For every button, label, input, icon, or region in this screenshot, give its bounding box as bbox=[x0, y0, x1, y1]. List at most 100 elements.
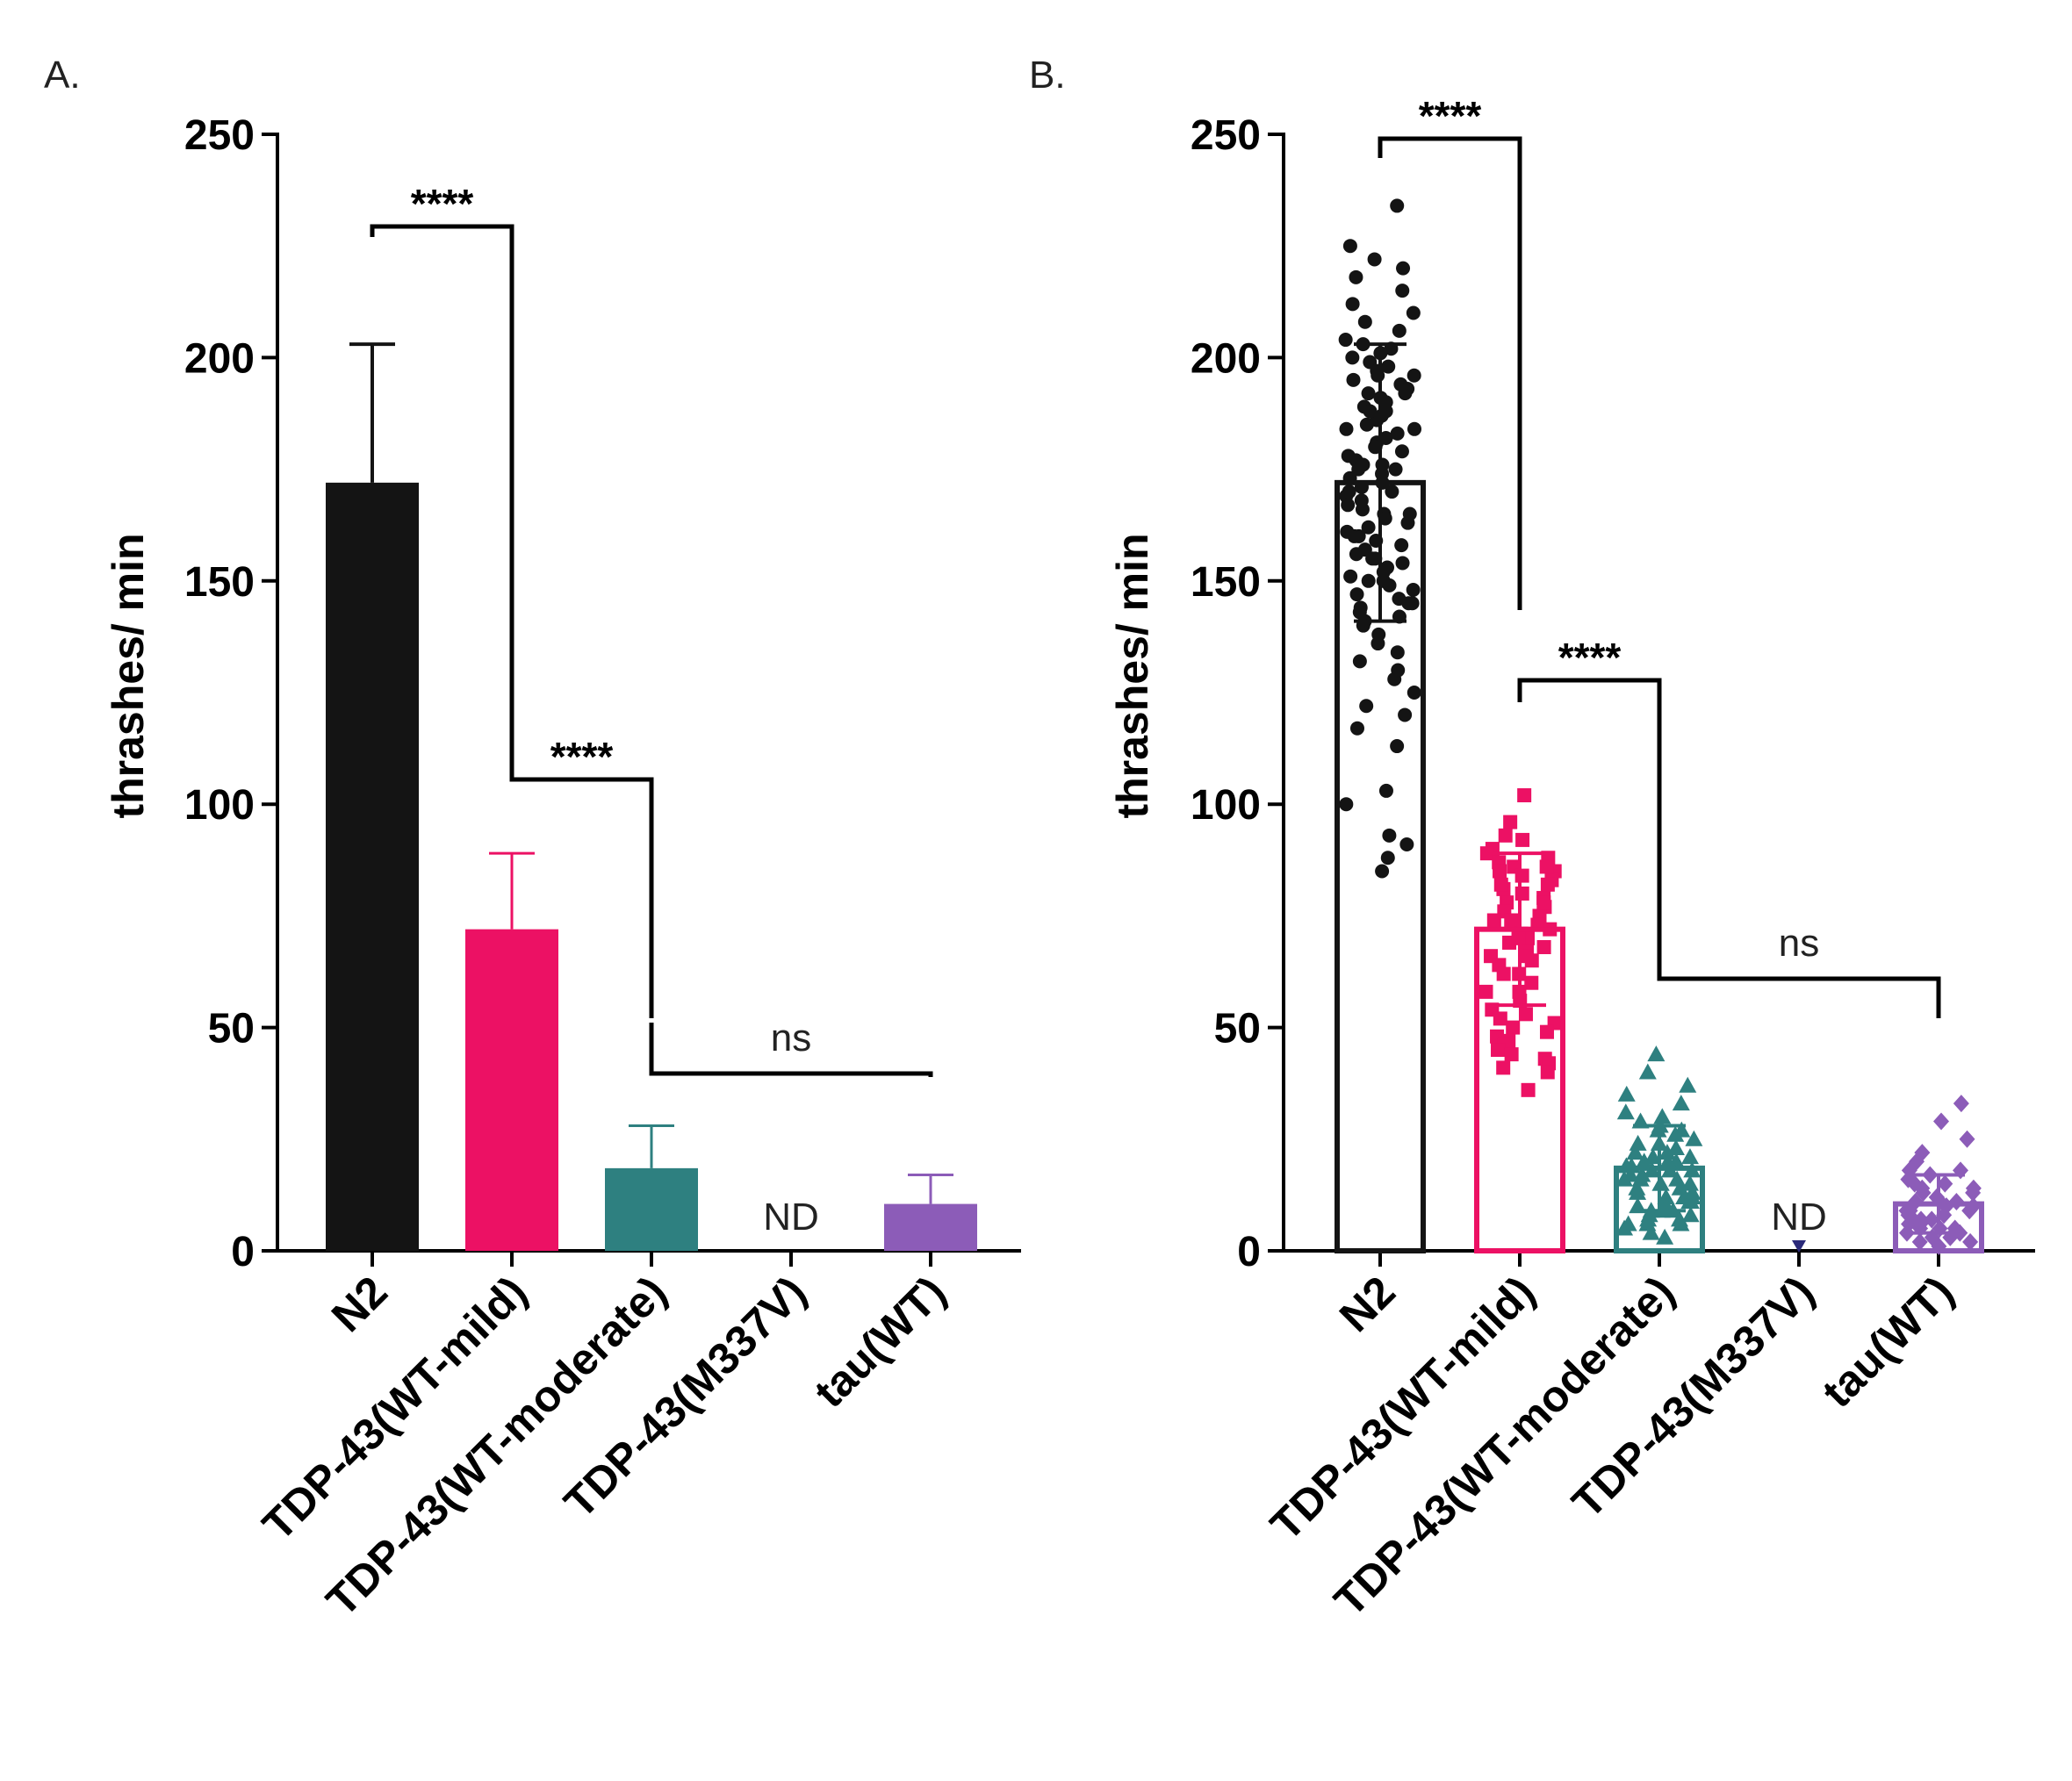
panel-b-data-point bbox=[1680, 1174, 1699, 1191]
panel-b-significance-bracket bbox=[1657, 926, 1941, 1018]
panel-b-data-point bbox=[1363, 404, 1378, 419]
panel-b-significance-bracket bbox=[1378, 136, 1522, 610]
panel-b-data-point bbox=[1656, 1228, 1674, 1245]
panel-a-significance-bracket bbox=[649, 1023, 933, 1077]
panel-b-data-point bbox=[1931, 1237, 1947, 1255]
panel-b-data-point bbox=[1359, 699, 1374, 714]
panel-b-data-point bbox=[1514, 886, 1529, 901]
panel-b-data-point bbox=[1644, 1148, 1662, 1165]
panel-b-significance-label: ns bbox=[1779, 922, 1819, 965]
panel-b-significance-bracket bbox=[1517, 678, 1662, 926]
panel-b-category-label: TDP-43(M337V) bbox=[1563, 1267, 1824, 1527]
panel-b-data-point bbox=[1388, 462, 1403, 477]
panel-b-data-point bbox=[1486, 913, 1501, 928]
panel-b-data-point bbox=[1407, 421, 1422, 436]
panel-b-data-point bbox=[1961, 1202, 1978, 1220]
panel-a-y-axis-title: thrashes/ min bbox=[104, 533, 153, 818]
panel-b-data-point bbox=[1381, 359, 1396, 374]
panel-a-category-label: TDP-43(WT-mild) bbox=[253, 1267, 536, 1549]
panel-b-marks: ND bbox=[1335, 198, 1984, 1255]
panel-b-data-point bbox=[1657, 1188, 1675, 1204]
panel-b-data-point bbox=[1666, 1138, 1685, 1155]
panel-b-data-point bbox=[1680, 1148, 1699, 1165]
panel-b-data-point bbox=[1683, 1188, 1701, 1204]
panel-b-data-point bbox=[1349, 269, 1363, 284]
panel-b-data-point bbox=[1616, 1103, 1635, 1120]
panel-a-y-tick-label: 200 bbox=[184, 335, 255, 382]
panel-b-data-point bbox=[1371, 368, 1385, 383]
panel-b-data-point bbox=[1338, 333, 1353, 348]
panel-b-data-point bbox=[1396, 261, 1411, 276]
panel-b-data-point bbox=[1395, 284, 1410, 298]
panel-b-data-point bbox=[1962, 1232, 1979, 1251]
panel-b-data-point bbox=[1398, 386, 1413, 401]
panel-b-data-point bbox=[1506, 1020, 1521, 1035]
panel-b-data-point bbox=[1345, 297, 1360, 312]
panel-a-bar bbox=[884, 1203, 977, 1251]
panel-b-data-point bbox=[1965, 1179, 1982, 1197]
panel-a-axes: 0 50 100 150 200 250 bbox=[184, 112, 1021, 1275]
panel-b-data-point bbox=[1540, 1065, 1555, 1080]
panel-b-data-point bbox=[1387, 671, 1402, 686]
panel-b-data-point bbox=[1615, 1170, 1634, 1187]
panel-a-significance: **** **** ns bbox=[370, 181, 933, 1077]
panel-b-data-point bbox=[1392, 323, 1407, 338]
panel-b-data-point bbox=[1679, 1076, 1697, 1093]
panel-b-data-point bbox=[1399, 837, 1414, 851]
panel-b-data-point bbox=[1658, 1144, 1676, 1160]
panel-b-significance: **** **** ns bbox=[1378, 93, 1941, 1018]
panel-b-data-point bbox=[1629, 1134, 1647, 1151]
panel-a-bar bbox=[605, 1167, 698, 1251]
panel-b-data-point bbox=[1361, 573, 1376, 588]
panel-a-significance-label: **** bbox=[411, 181, 474, 226]
panel-b-nd-label: ND bbox=[1771, 1196, 1827, 1239]
panel-b-data-point bbox=[1685, 1130, 1703, 1146]
panel-b-data-point bbox=[1406, 305, 1421, 320]
panel-b-data-point bbox=[1638, 1063, 1657, 1080]
panel-b-data-point bbox=[1375, 864, 1390, 879]
panel-b-data-point bbox=[1503, 815, 1518, 829]
panel-b-data-point bbox=[1380, 851, 1395, 865]
panel-a-category-labels: N2TDP-43(WT-mild)TDP-43(WT-moderate)TDP-… bbox=[253, 1267, 954, 1626]
panel-b-data-point bbox=[1359, 417, 1374, 432]
panel-b-data-point bbox=[1913, 1210, 1930, 1229]
panel-b-data-point bbox=[1933, 1112, 1950, 1131]
panel-b-data-point bbox=[1371, 636, 1385, 651]
panel-b-data-point bbox=[1635, 1153, 1653, 1169]
panel-b-data-point bbox=[1398, 707, 1413, 722]
panel-b-category-label: tau(WT) bbox=[1813, 1267, 1963, 1417]
panel-a-category-label: TDP-43(M337V) bbox=[555, 1267, 816, 1527]
panel-a-y-tick-label: 0 bbox=[231, 1229, 255, 1275]
panel-b-category-labels: N2TDP-43(WT-mild)TDP-43(WT-moderate)TDP-… bbox=[1261, 1267, 1962, 1626]
panel-b-data-point bbox=[1539, 1024, 1554, 1039]
panel-b-data-point bbox=[1619, 1215, 1637, 1232]
panel-b-data-point bbox=[1407, 686, 1421, 700]
panel-a-marks: ND bbox=[326, 342, 977, 1251]
panel-b-data-point bbox=[1382, 828, 1397, 843]
panel-b-y-tick-label: 0 bbox=[1237, 1229, 1261, 1275]
panel-b-significance-label: **** bbox=[1419, 93, 1482, 139]
panel-b-data-point bbox=[1357, 314, 1372, 329]
panel-b-data-point bbox=[1959, 1130, 1975, 1148]
panel-a-y-tick-label: 150 bbox=[184, 559, 255, 606]
panel-b-data-point bbox=[1349, 721, 1364, 736]
panel-b-y-tick-label: 200 bbox=[1191, 335, 1261, 382]
panel-b-data-point bbox=[1390, 645, 1405, 660]
panel-b-data-point bbox=[1504, 913, 1519, 928]
panel-b-data-point bbox=[1491, 1043, 1506, 1058]
panel-a-label: A. bbox=[44, 54, 81, 97]
panel-a-significance-label: **** bbox=[550, 734, 614, 779]
panel-b-data-point bbox=[1395, 556, 1410, 571]
panel-a-y-tick-label: 250 bbox=[184, 112, 255, 159]
panel-b-data-point bbox=[1536, 895, 1551, 910]
panel-b-data-point bbox=[1681, 1206, 1700, 1223]
panel-b-data-point bbox=[1341, 498, 1356, 513]
panel-a-bar bbox=[326, 482, 419, 1251]
panel-a-category-label: tau(WT) bbox=[805, 1267, 955, 1417]
panel-a-nd-label: ND bbox=[763, 1196, 819, 1239]
panel-b-data-point bbox=[1515, 832, 1530, 847]
panel-b-data-point bbox=[1521, 1082, 1536, 1097]
panel-b-data-point bbox=[1478, 984, 1493, 999]
panel-b-data-point bbox=[1345, 350, 1360, 365]
panel-b-data-point bbox=[1672, 1095, 1690, 1111]
